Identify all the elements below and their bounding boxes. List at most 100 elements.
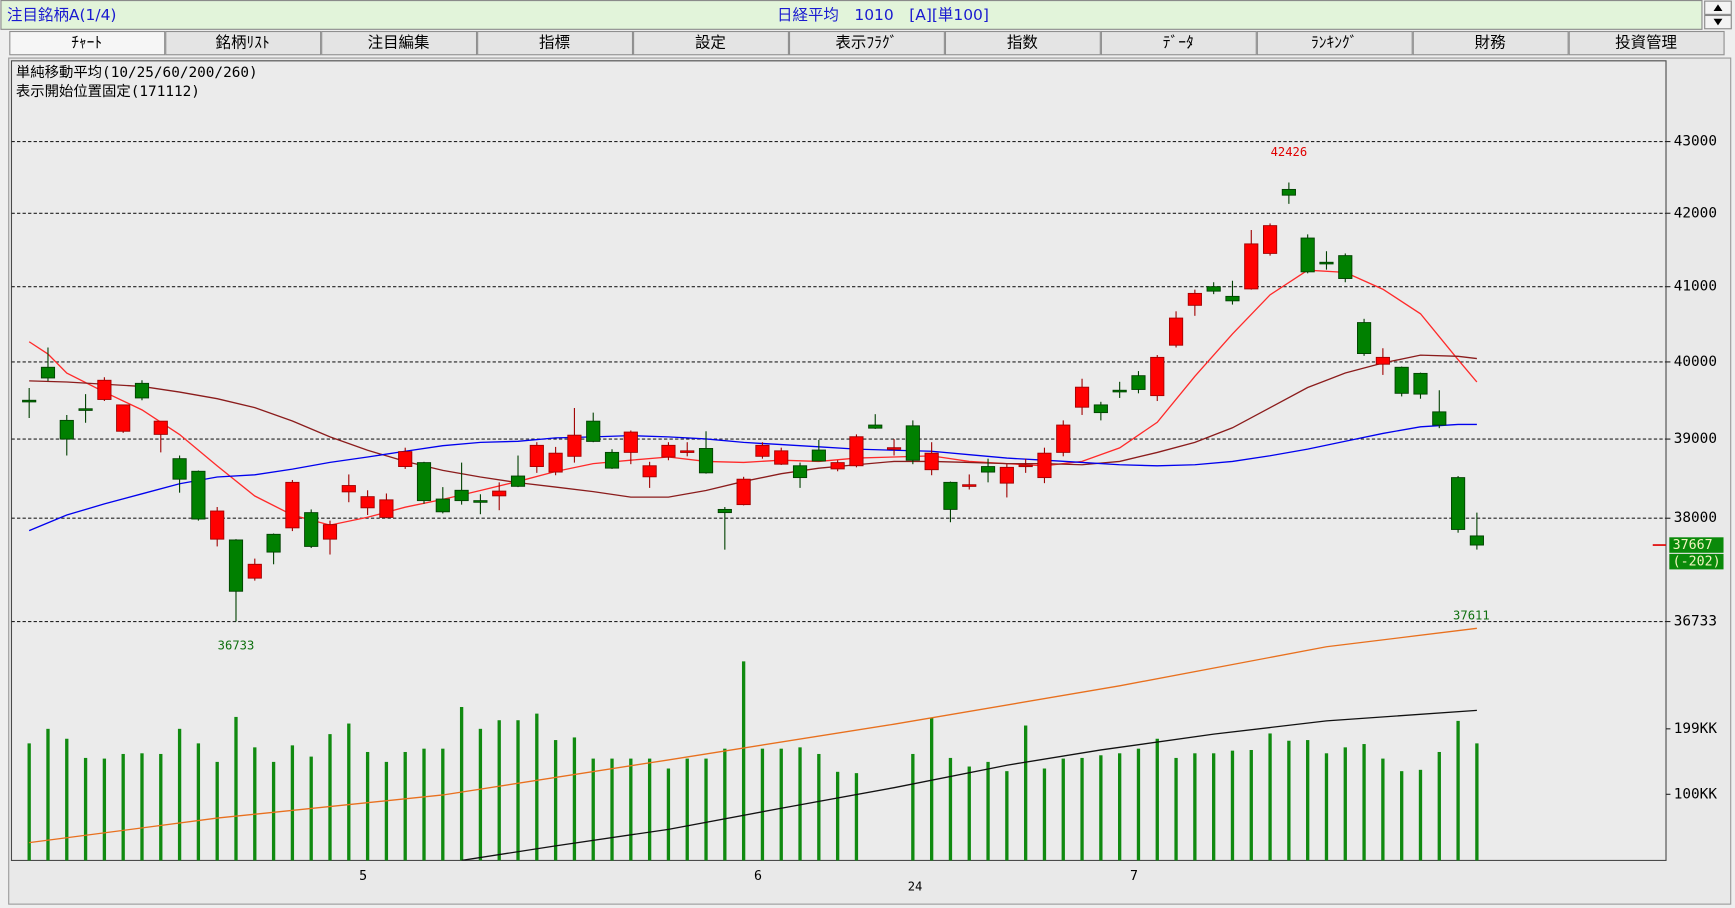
candle-body bbox=[924, 452, 939, 471]
candle-body bbox=[698, 448, 714, 474]
tab-label[interactable]: 銘柄ﾘｽﾄ bbox=[216, 34, 270, 52]
volume-bar bbox=[347, 723, 351, 861]
volume-bar bbox=[65, 738, 69, 861]
scroll-buttons[interactable] bbox=[1704, 0, 1732, 30]
tab-bg[interactable] bbox=[1100, 30, 1257, 56]
change-label: (-202) bbox=[1673, 555, 1721, 570]
candle-body bbox=[548, 452, 563, 473]
tab-bg[interactable] bbox=[9, 30, 166, 56]
tab-bg[interactable] bbox=[321, 30, 478, 56]
low-label: 36733 bbox=[218, 638, 255, 652]
candle-body bbox=[1413, 372, 1428, 395]
volume-bar bbox=[610, 758, 614, 861]
volume-bar bbox=[140, 753, 144, 861]
header-bar bbox=[0, 0, 1703, 30]
tab-bg[interactable] bbox=[477, 30, 634, 56]
volume-bar bbox=[835, 771, 840, 861]
candle-body bbox=[830, 462, 845, 470]
candle-body bbox=[586, 420, 601, 442]
volume-bar bbox=[911, 753, 915, 861]
candle-body bbox=[341, 485, 356, 493]
tab[interactable]: 注目編集 bbox=[321, 30, 478, 56]
tab-bg[interactable] bbox=[165, 30, 322, 56]
tab-bar: ﾁｬｰﾄ 銘柄ﾘｽﾄ 注目編集 指標 設定 表示ﾌﾗｸﾞ 指数 ﾃﾞｰﾀ ﾗﾝｷﾝｸﾞ 財務 投資管… bbox=[9, 30, 1725, 56]
tab-label[interactable]: 財務 bbox=[1475, 34, 1506, 52]
candle-body bbox=[416, 462, 432, 502]
tab[interactable]: 表示ﾌﾗｸﾞ bbox=[788, 30, 945, 56]
tab-label[interactable]: 指数 bbox=[1007, 34, 1038, 52]
tab[interactable]: 財務 bbox=[1412, 30, 1569, 56]
tab[interactable]: ﾗﾝｷﾝｸﾞ bbox=[1256, 30, 1413, 56]
volume-bar bbox=[967, 766, 971, 861]
tab-label[interactable]: ﾃﾞｰﾀ bbox=[1163, 34, 1194, 52]
volume-bar bbox=[779, 748, 783, 861]
volume-bar bbox=[215, 761, 219, 861]
y2-tick-label: 100KK bbox=[1674, 786, 1718, 802]
tab-label[interactable]: 設定 bbox=[695, 34, 726, 52]
volume-bar bbox=[572, 737, 577, 861]
volume-bar bbox=[629, 758, 633, 861]
tab[interactable]: 設定 bbox=[633, 30, 789, 56]
tab-bg[interactable] bbox=[1568, 30, 1725, 56]
tab-bg[interactable] bbox=[633, 30, 789, 56]
candle-body bbox=[1319, 261, 1334, 265]
candle-body bbox=[962, 484, 977, 487]
arrow-down bbox=[1713, 18, 1723, 26]
candle-body bbox=[1037, 452, 1052, 479]
candle-body bbox=[510, 475, 526, 487]
tab-label[interactable]: 投資管理 bbox=[1615, 34, 1677, 52]
volume-bar bbox=[553, 740, 558, 861]
arrow-up bbox=[1713, 4, 1723, 12]
volume-bar bbox=[1023, 725, 1028, 861]
last-price-label: 37667 bbox=[1673, 538, 1713, 553]
candle-body bbox=[1093, 404, 1108, 414]
tab-bg[interactable] bbox=[944, 30, 1101, 56]
tab[interactable]: 投資管理 bbox=[1568, 30, 1725, 56]
tab-label[interactable]: 指標 bbox=[539, 34, 570, 52]
candle-body bbox=[1131, 375, 1146, 390]
tab-bg[interactable] bbox=[1256, 30, 1413, 56]
candle-body bbox=[435, 498, 450, 513]
tab-bg[interactable] bbox=[1412, 30, 1569, 56]
candle-body bbox=[1432, 411, 1447, 426]
candle-body bbox=[97, 379, 112, 400]
volume-average-line bbox=[461, 709, 1477, 861]
candle-body bbox=[1225, 295, 1240, 302]
candle-body bbox=[943, 481, 958, 510]
volume-bar bbox=[253, 747, 257, 861]
candle-body bbox=[1018, 464, 1033, 468]
candle-body bbox=[322, 524, 338, 540]
indicator-text: 単純移動平均(10/25/60/200/260) bbox=[16, 64, 258, 81]
tab-label[interactable]: 注目編集 bbox=[368, 34, 430, 52]
candle-body bbox=[473, 500, 488, 503]
candle-body bbox=[811, 449, 826, 462]
candle-body bbox=[604, 451, 620, 469]
tab-label[interactable]: 表示ﾌﾗｸﾞ bbox=[835, 34, 897, 52]
tab[interactable]: 指数 bbox=[944, 30, 1101, 56]
tab[interactable]: 指標 bbox=[477, 30, 634, 56]
tab-label[interactable]: ﾁｬｰﾄ bbox=[71, 34, 102, 52]
y-tick-label: 41000 bbox=[1674, 279, 1717, 295]
volume-bar bbox=[1174, 757, 1178, 861]
candle-body bbox=[999, 466, 1014, 484]
volume-bar bbox=[1287, 740, 1291, 861]
volume-bar bbox=[685, 758, 689, 861]
volume-bar bbox=[516, 720, 520, 861]
x-tick-label: 5 bbox=[359, 869, 367, 884]
tab[interactable]: 銘柄ﾘｽﾄ bbox=[165, 30, 322, 56]
tab[interactable]: ﾁｬｰﾄ bbox=[9, 30, 166, 56]
candle-body bbox=[266, 533, 281, 553]
tab-label[interactable]: ﾗﾝｷﾝｸﾞ bbox=[1311, 34, 1357, 52]
volume-bar bbox=[591, 758, 595, 861]
candle-body bbox=[210, 510, 225, 540]
volume-bar bbox=[27, 743, 31, 861]
tab[interactable]: ﾃﾞｰﾀ bbox=[1100, 30, 1257, 56]
candle-body bbox=[1375, 356, 1390, 365]
candle-body bbox=[1338, 255, 1353, 279]
volume-bar bbox=[1230, 750, 1235, 861]
tab-bg[interactable] bbox=[788, 30, 945, 56]
volume-bar bbox=[1099, 755, 1103, 861]
moving-average-line bbox=[28, 269, 1478, 526]
candle-body bbox=[134, 382, 150, 399]
